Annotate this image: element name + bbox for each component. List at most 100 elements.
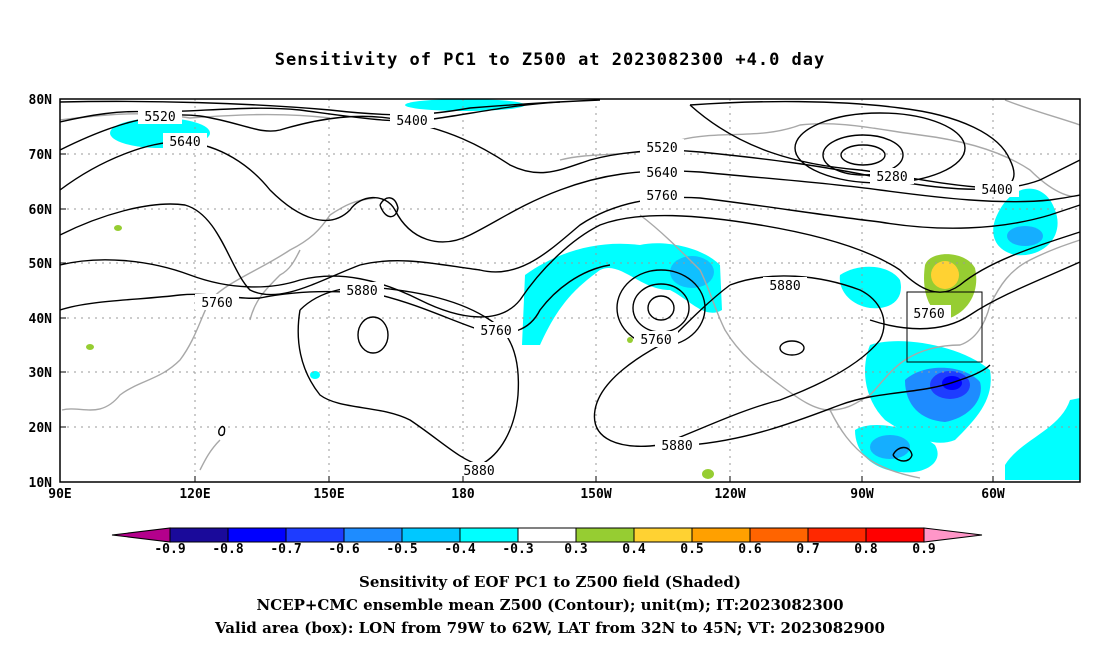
contour-label: 5880 xyxy=(655,437,699,454)
lon-label: 120W xyxy=(714,487,745,502)
svg-text:5760: 5760 xyxy=(640,333,671,348)
svg-text:5880: 5880 xyxy=(463,464,494,479)
contour-5520 xyxy=(59,114,1081,190)
contour-5880-east xyxy=(593,275,885,447)
colorbar-label: -0.8 xyxy=(212,542,244,557)
contour-5880-west-b xyxy=(297,309,481,466)
lat-label: 40N xyxy=(29,312,53,327)
contour-small-loop-2 xyxy=(892,446,913,462)
lat-label: 30N xyxy=(29,366,53,381)
contour-label: 5640 xyxy=(640,164,684,181)
shade-cyan-arctic xyxy=(405,99,525,111)
svg-text:5400: 5400 xyxy=(981,183,1012,198)
contour-label: 5760 xyxy=(907,305,951,322)
colorbar-tip-left xyxy=(111,527,171,543)
svg-text:5880: 5880 xyxy=(346,284,377,299)
lon-label: 180 xyxy=(451,487,475,502)
contour-labels: 5520 5640 5400 5520 5640 5760 5280 5400 … xyxy=(138,108,1019,479)
contour-label: 5880 xyxy=(340,282,384,299)
contour-5760-north xyxy=(59,196,1081,296)
colorbar-label: 0.4 xyxy=(622,542,646,557)
contour-5400-north-east xyxy=(689,100,1015,189)
lat-label: 10N xyxy=(29,476,53,491)
shade-cyan-speck xyxy=(310,371,320,379)
lon-label: 60W xyxy=(981,487,1005,502)
shade-green-speck xyxy=(627,337,633,343)
colorbar-label: -0.5 xyxy=(386,542,418,557)
contour-label: 5280 xyxy=(870,168,914,185)
contour-label: 5760 xyxy=(474,322,518,339)
lat-label: 80N xyxy=(29,93,53,108)
coast-greenland xyxy=(1004,99,1081,126)
valid-area-box xyxy=(906,291,983,363)
shade-yellow-northeast xyxy=(931,261,959,289)
contour-5400-north xyxy=(59,101,561,123)
z500-contours xyxy=(59,99,1081,466)
contour-label: 5400 xyxy=(975,181,1019,198)
shade-cyan-midwest xyxy=(839,266,901,309)
colorbar-label: -0.3 xyxy=(502,542,534,557)
colorbar-swatch xyxy=(807,527,867,543)
colorbar-swatch xyxy=(749,527,809,543)
svg-text:5760: 5760 xyxy=(913,307,944,322)
lat-label: 50N xyxy=(29,257,53,272)
shaded-sensitivity xyxy=(86,99,1080,480)
shade-green-speck xyxy=(114,225,122,231)
svg-text:5880: 5880 xyxy=(661,439,692,454)
footer-line-1: Sensitivity of EOF PC1 to Z500 field (Sh… xyxy=(359,573,741,591)
colorbar-label: 0.9 xyxy=(912,542,936,557)
lon-label: 90W xyxy=(850,487,874,502)
colorbar-swatch xyxy=(343,527,403,543)
shade-blue-labrador xyxy=(1007,226,1043,246)
lon-labels: 90E 120E 150E 180 150W 120W 90W 60W xyxy=(48,487,1005,502)
colorbar xyxy=(111,527,983,543)
lat-label: 20N xyxy=(29,421,53,436)
svg-text:5400: 5400 xyxy=(396,114,427,129)
colorbar-label: 0.5 xyxy=(680,542,704,557)
contour-label: 5640 xyxy=(163,133,207,150)
svg-text:5520: 5520 xyxy=(144,110,175,125)
colorbar-swatch xyxy=(459,527,519,543)
svg-text:5760: 5760 xyxy=(646,189,677,204)
coastlines xyxy=(59,99,1081,479)
footer-line-3: Valid area (box): LON from 79W to 62W, L… xyxy=(215,619,885,637)
shade-blue-pacific xyxy=(670,256,714,288)
colorbar-tip-right xyxy=(923,527,983,543)
svg-text:5280: 5280 xyxy=(876,170,907,185)
coast-central-america xyxy=(829,409,921,479)
svg-text:5640: 5640 xyxy=(169,135,200,150)
contour-label: 5760 xyxy=(195,294,239,311)
colorbar-swatch xyxy=(227,527,287,543)
colorbar-swatch xyxy=(691,527,751,543)
colorbar-swatch xyxy=(633,527,693,543)
contour-5760-mid xyxy=(59,214,1081,318)
map-title: Sensitivity of PC1 to Z500 at 2023082300… xyxy=(274,50,826,70)
lon-label: 120E xyxy=(179,487,210,502)
colorbar-label: 0.8 xyxy=(854,542,878,557)
map-border xyxy=(59,98,1081,483)
colorbar-swatch xyxy=(401,527,461,543)
lon-label: 150E xyxy=(313,487,344,502)
contour-5880-south xyxy=(689,364,991,446)
colorbar-swatch xyxy=(285,527,345,543)
contour-label: 5520 xyxy=(138,108,182,125)
svg-text:5640: 5640 xyxy=(646,166,677,181)
svg-text:5760: 5760 xyxy=(201,296,232,311)
contour-low-3 xyxy=(647,295,675,321)
colorbar-swatch xyxy=(517,527,577,543)
coast-japan xyxy=(249,249,301,321)
coast-philippines xyxy=(199,439,221,471)
shade-blue-caribbean xyxy=(870,435,910,459)
shade-cyan-atlantic xyxy=(1005,398,1080,480)
contour-tiny-loop xyxy=(218,425,226,437)
colorbar-label: 0.7 xyxy=(796,542,820,557)
shade-green-speck xyxy=(86,344,94,350)
contour-label: 5760 xyxy=(640,187,684,204)
contour-5760-east xyxy=(869,261,1081,330)
colorbar-label: -0.4 xyxy=(444,542,476,557)
coast-arctic-siberia xyxy=(59,113,331,121)
colorbar-swatch xyxy=(169,527,229,543)
tick-marks xyxy=(60,98,994,482)
contour-high-east xyxy=(779,340,805,356)
